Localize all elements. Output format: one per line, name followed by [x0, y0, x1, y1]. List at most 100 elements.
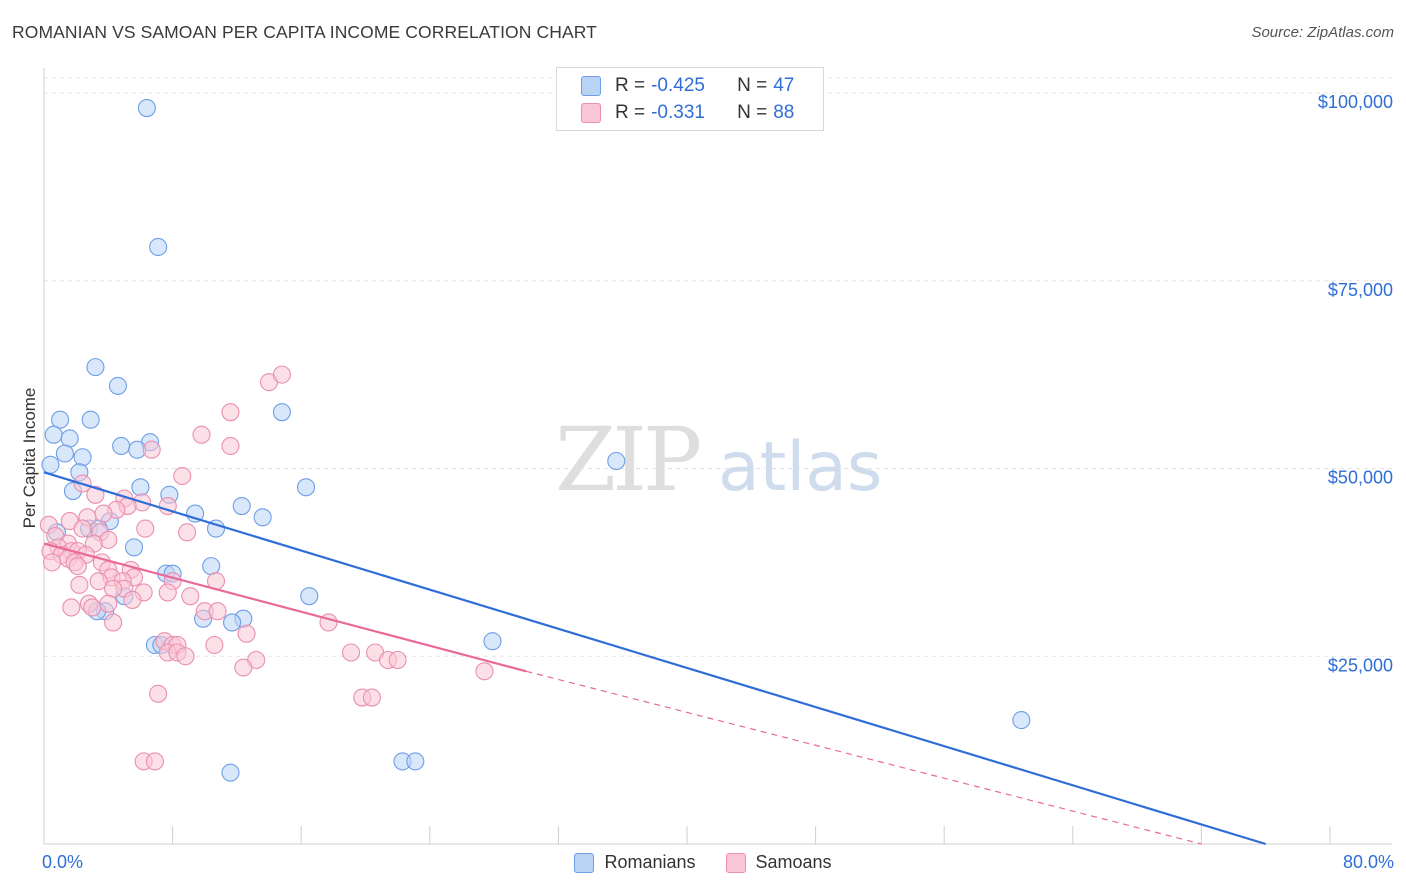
- data-point: [99, 594, 118, 613]
- trend-line-extension: [526, 670, 1202, 845]
- data-point: [223, 613, 242, 632]
- data-point: [341, 643, 361, 662]
- data-point: [300, 587, 319, 606]
- data-point: [68, 557, 87, 576]
- data-point: [86, 358, 105, 377]
- data-point: [112, 436, 131, 456]
- data-point: [202, 557, 221, 576]
- stats-row-romanians: R = -0.425 N = 47: [581, 74, 794, 98]
- data-point: [149, 684, 168, 703]
- data-point: [173, 466, 192, 486]
- data-point: [483, 632, 502, 651]
- legend-label: Samoans: [755, 852, 832, 872]
- data-point: [234, 658, 253, 677]
- data-point: [1012, 711, 1031, 730]
- data-point: [253, 508, 272, 527]
- data-point: [94, 504, 113, 523]
- data-point: [221, 436, 240, 456]
- x-axis-max-label: 80.0%: [1342, 852, 1394, 872]
- grid-lines: [44, 77, 1392, 657]
- y-tick-label: $75,000: [1328, 280, 1393, 300]
- y-tick-labels: $25,000 $50,000 $75,000 $100,000: [1318, 92, 1393, 675]
- data-point: [208, 602, 227, 621]
- axes: [43, 68, 1392, 845]
- data-point: [104, 579, 123, 598]
- data-point: [388, 650, 407, 670]
- data-point: [86, 485, 105, 504]
- data-point: [137, 98, 156, 118]
- data-point: [73, 519, 92, 538]
- data-point: [131, 478, 150, 497]
- stats-row-samoans: R = -0.331 N = 88: [581, 101, 794, 125]
- y-tick-label: $50,000: [1328, 468, 1393, 488]
- data-point: [51, 410, 70, 429]
- samoans-swatch: [581, 103, 601, 123]
- data-point: [55, 444, 74, 463]
- watermark: ZIP atlas: [555, 408, 882, 511]
- data-point: [158, 583, 177, 602]
- data-point: [178, 523, 197, 542]
- n-value: 47: [773, 75, 795, 96]
- y-tick-label: $100,000: [1318, 92, 1393, 112]
- data-point: [296, 478, 316, 497]
- samoans-points: [39, 365, 494, 771]
- r-label: R =: [615, 102, 646, 123]
- data-point: [272, 365, 291, 384]
- data-point: [406, 752, 425, 771]
- y-tick-label: $25,000: [1328, 655, 1393, 675]
- trend-lines: [43, 471, 1267, 846]
- r-value: -0.331: [651, 102, 705, 123]
- romanians-swatch: [581, 76, 601, 96]
- data-point: [81, 410, 100, 429]
- data-point: [44, 425, 63, 444]
- data-point: [181, 587, 200, 606]
- source-label: Source: ZipAtlas.com: [1251, 24, 1394, 41]
- data-point: [221, 763, 240, 782]
- legend-item-samoans[interactable]: Samoans: [725, 852, 832, 873]
- r-label: R =: [615, 75, 646, 96]
- data-point: [89, 572, 108, 591]
- data-point: [104, 613, 123, 632]
- trend-line: [43, 542, 527, 673]
- data-point: [123, 590, 142, 609]
- data-point: [142, 440, 161, 459]
- data-point: [124, 538, 144, 557]
- data-point: [192, 425, 211, 444]
- legend-item-romanians[interactable]: Romanians: [574, 852, 696, 873]
- watermark-atlas: atlas: [718, 428, 882, 507]
- data-point: [42, 553, 62, 572]
- n-label: N =: [737, 102, 768, 123]
- data-point: [41, 455, 60, 474]
- data-point: [475, 662, 494, 681]
- n-value: 88: [773, 102, 795, 123]
- r-value: -0.425: [651, 75, 705, 96]
- data-point: [221, 403, 240, 422]
- samoans-legend-swatch: [725, 852, 746, 873]
- data-point: [108, 376, 127, 395]
- watermark-zip: ZIP: [555, 408, 700, 511]
- data-point: [362, 688, 381, 707]
- chart-title: ROMANIAN VS SAMOAN PER CAPITA INCOME COR…: [12, 22, 597, 42]
- data-point: [272, 403, 291, 422]
- legend-label: Romanians: [604, 852, 696, 872]
- data-point: [60, 429, 79, 448]
- series-legend: Romanians Samoans: [0, 852, 1406, 873]
- data-point: [83, 598, 102, 617]
- data-point: [237, 624, 256, 643]
- data-point: [232, 497, 251, 516]
- data-point: [73, 448, 92, 467]
- data-point: [176, 647, 195, 666]
- x-axis-min-label: 0.0%: [42, 852, 84, 872]
- trend-line: [43, 471, 1267, 846]
- data-point: [136, 519, 155, 538]
- stats-legend: R = -0.425 N = 47 R = -0.331 N = 88: [556, 67, 824, 131]
- data-point: [62, 598, 81, 617]
- data-point: [149, 237, 168, 257]
- data-point: [607, 451, 626, 471]
- romanians-legend-swatch: [574, 852, 595, 873]
- data-point: [70, 575, 89, 594]
- data-point: [145, 752, 164, 771]
- data-point: [205, 635, 224, 655]
- n-label: N =: [737, 75, 768, 96]
